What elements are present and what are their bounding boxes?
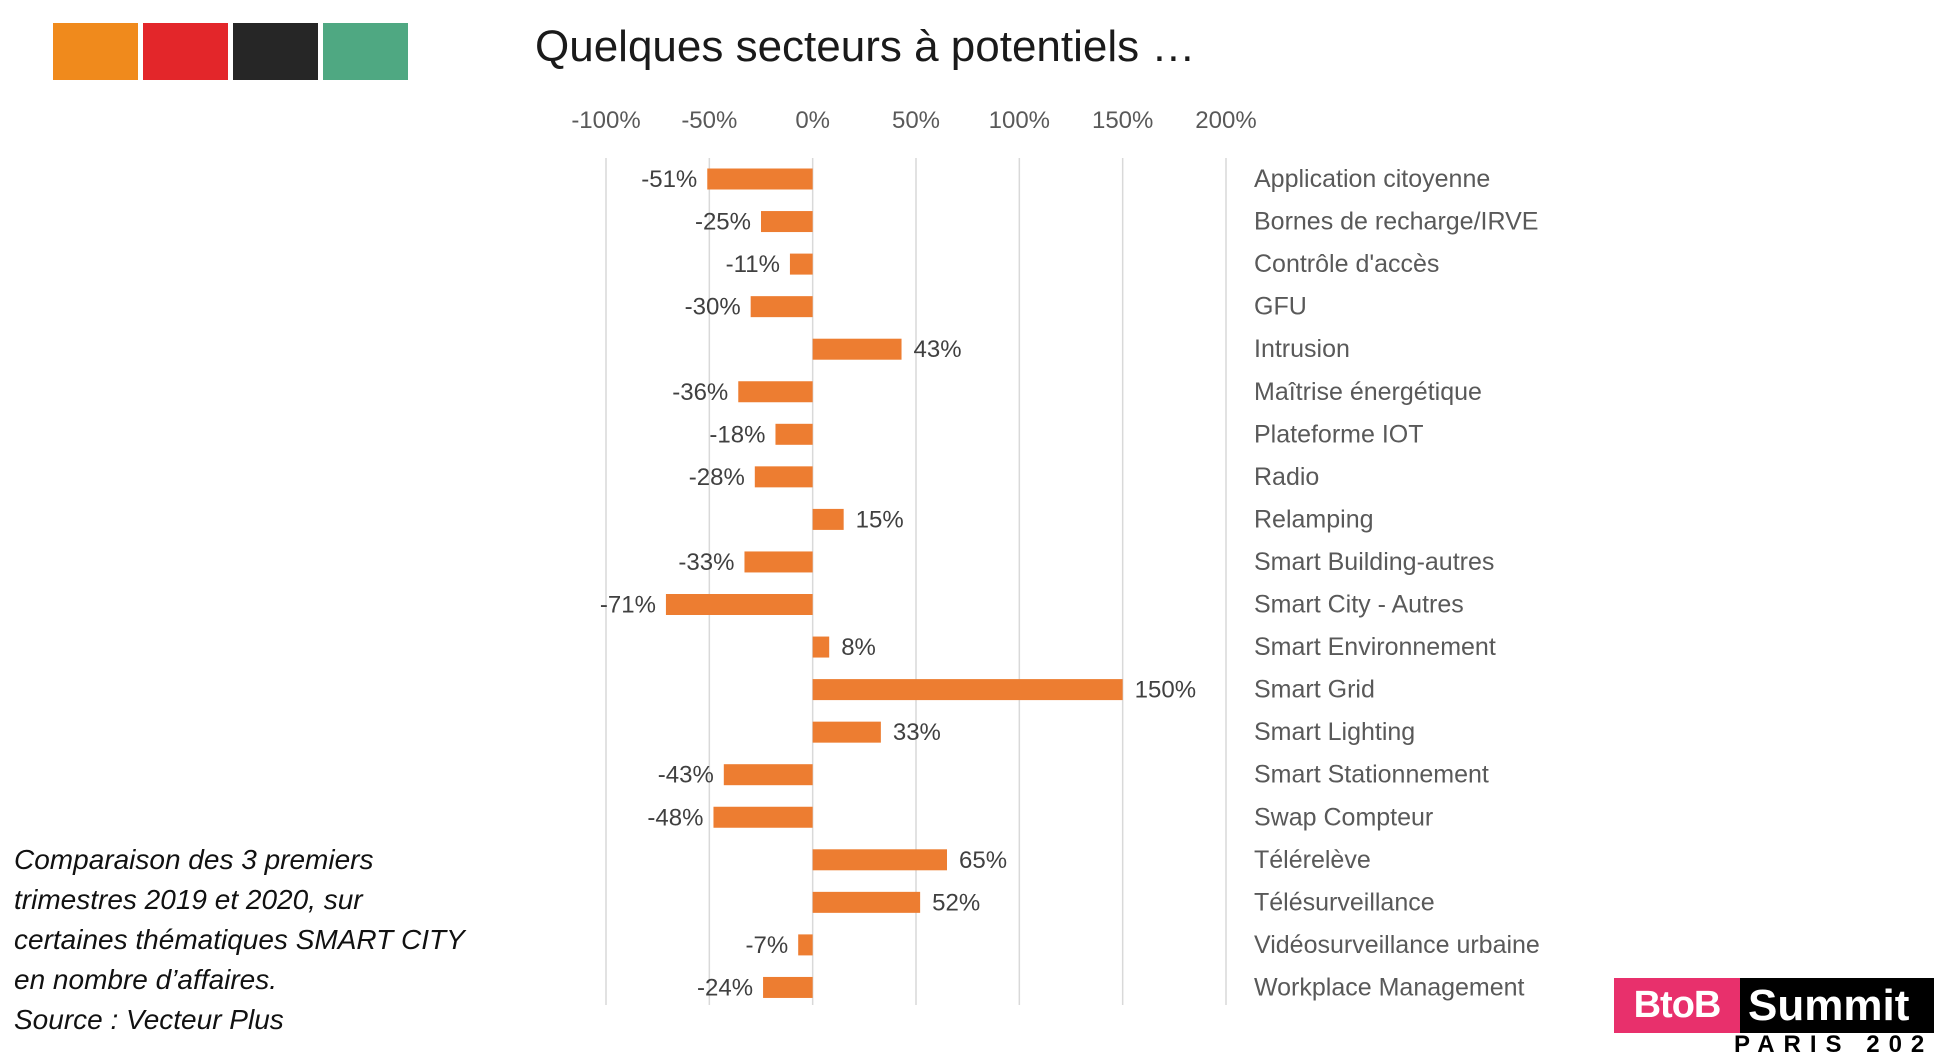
category-label: Relamping — [1254, 505, 1374, 533]
category-label: Swap Compteur — [1254, 803, 1433, 831]
category-label: Maîtrise énergétique — [1254, 378, 1482, 406]
palette-swatch-orange — [53, 23, 138, 80]
data-label: -33% — [678, 549, 734, 576]
category-label: Smart Grid — [1254, 676, 1375, 704]
x-tick-label: 150% — [1092, 107, 1153, 134]
data-label: -43% — [658, 762, 714, 789]
bar — [812, 849, 947, 871]
bar — [707, 168, 813, 190]
data-label: 52% — [932, 889, 980, 916]
category-label: Smart Stationnement — [1254, 761, 1489, 789]
bar — [812, 636, 830, 658]
x-tick-label: -100% — [571, 107, 640, 134]
bar — [789, 253, 813, 275]
logo-summit: Summit — [1740, 978, 1934, 1033]
bar — [812, 679, 1123, 701]
x-tick-label: -50% — [681, 107, 737, 134]
category-label: Smart City - Autres — [1254, 591, 1464, 619]
category-label: Smart Environnement — [1254, 633, 1496, 661]
x-tick-label: 0% — [795, 107, 830, 134]
bar — [761, 211, 813, 233]
data-label: -24% — [697, 974, 753, 1001]
bar — [750, 296, 813, 318]
category-label: Plateforme IOT — [1254, 420, 1424, 448]
data-label: 8% — [841, 634, 876, 661]
data-label: -71% — [600, 592, 656, 619]
data-label: -25% — [695, 209, 751, 236]
category-label: Application citoyenne — [1254, 165, 1490, 193]
data-label: -11% — [726, 251, 780, 278]
category-label: Télésurveillance — [1254, 888, 1435, 916]
category-label: Vidéosurveillance urbaine — [1254, 931, 1540, 959]
bar — [738, 381, 813, 403]
slide-caption: Comparaison des 3 premiers trimestres 20… — [14, 844, 465, 1035]
palette-swatch-green — [323, 23, 408, 80]
bar — [665, 594, 813, 615]
x-tick-label: 50% — [892, 107, 940, 134]
btob-summit-logo: BtoB Summit PARIS 2020 — [1614, 978, 1934, 1057]
bar — [812, 508, 844, 530]
category-label: GFU — [1254, 293, 1307, 321]
bar — [812, 338, 902, 360]
data-label: 150% — [1135, 677, 1196, 704]
data-label: -28% — [689, 464, 745, 491]
palette-swatch-dark — [233, 23, 318, 80]
category-label: Workplace Management — [1254, 973, 1525, 1001]
data-label: -36% — [672, 379, 728, 406]
logo-subtitle: PARIS 2020 — [1734, 1033, 1934, 1057]
category-label: Télérelève — [1254, 846, 1371, 874]
bar — [723, 764, 813, 786]
bar — [812, 891, 921, 913]
palette-swatch-red — [143, 23, 228, 80]
data-label: 43% — [914, 336, 962, 363]
logo-btob: BtoB — [1614, 978, 1740, 1033]
bar — [775, 423, 813, 445]
bar — [713, 806, 813, 828]
bar — [798, 934, 813, 956]
category-label: Radio — [1254, 463, 1319, 491]
bar — [744, 551, 813, 573]
slide-title: Quelques secteurs à potentiels … — [535, 22, 1196, 71]
data-label: 33% — [893, 719, 941, 746]
bar — [763, 976, 813, 998]
category-label: Contrôle d'accès — [1254, 250, 1439, 278]
category-label: Intrusion — [1254, 335, 1350, 363]
category-label: Smart Lighting — [1254, 718, 1415, 746]
data-label: 15% — [856, 506, 904, 533]
x-tick-label: 100% — [989, 107, 1050, 134]
bar — [754, 466, 813, 488]
data-label: -48% — [647, 804, 703, 831]
data-label: -30% — [685, 294, 741, 321]
data-label: -51% — [641, 166, 697, 193]
data-label: -7% — [746, 932, 789, 959]
category-label: Smart Building-autres — [1254, 548, 1494, 576]
category-label: Bornes de recharge/IRVE — [1254, 208, 1538, 236]
data-label: -18% — [709, 421, 765, 448]
data-label: 65% — [959, 847, 1007, 874]
x-tick-label: 200% — [1195, 107, 1256, 134]
bar — [812, 721, 881, 743]
